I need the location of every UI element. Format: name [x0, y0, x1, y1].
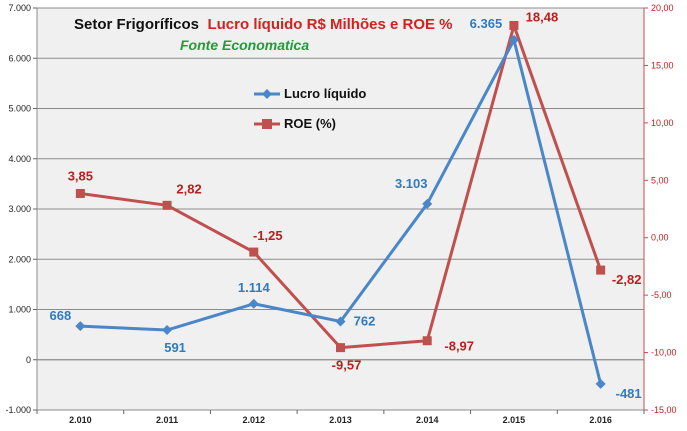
legend-label-lucro: Lucro líquido: [284, 86, 366, 101]
tick-label-left: 1.000: [8, 305, 31, 315]
tick-label-left: -1.000: [5, 405, 31, 415]
tick-label-x: 2.012: [243, 415, 266, 425]
svg-text:Setor Frigoríficos Luc: Setor Frigoríficos Lucro líquido R$ Milh…: [74, 16, 453, 33]
tick-label-x: 2.016: [589, 415, 612, 425]
data-label-lucro: 3.103: [395, 176, 428, 191]
tick-label-left: 3.000: [8, 204, 31, 214]
data-label-lucro: 591: [164, 340, 186, 355]
tick-label-right: 10,00: [651, 118, 674, 128]
point-lucro: [335, 316, 346, 327]
tick-label-right: -10,00: [651, 348, 677, 358]
legend-label-roe: ROE (%): [284, 116, 336, 131]
point-lucro: [422, 198, 433, 209]
tick-label-x: 2.015: [503, 415, 526, 425]
data-labels: 668 591 1.114 762 3.103 6.365 -481 3,85 2,82 -1,2…: [50, 9, 642, 400]
chart-title-part1: Setor Frigoríficos: [74, 16, 199, 33]
data-label-roe: 18,48: [526, 9, 559, 24]
tick-label-right: -15,00: [651, 405, 677, 415]
point-roe: [422, 336, 432, 346]
axes: -1.000 0 1.000 2.000 3.000 4.000 5.000 6.000 7.0…: [5, 3, 676, 425]
point-lucro: [162, 325, 173, 336]
point-lucro: [508, 34, 519, 45]
tick-label-x: 2.011: [156, 415, 178, 425]
point-roe: [162, 200, 172, 210]
point-lucro: [248, 298, 259, 309]
tick-label-left: 0: [26, 355, 31, 365]
data-label-roe: -1,25: [253, 228, 283, 243]
tick-label-right: 15,00: [651, 60, 674, 70]
point-roe: [75, 188, 85, 198]
data-label-lucro: 668: [50, 308, 72, 323]
tick-label-left: 7.000: [8, 3, 31, 13]
point-roe: [596, 265, 606, 275]
tick-label-right: 20,00: [651, 3, 674, 13]
data-label-roe: -2,82: [612, 272, 642, 287]
tick-label-left: 2.000: [8, 254, 31, 264]
chart-title-part2: Lucro líquido R$ Milhões e ROE %: [207, 16, 452, 33]
legend-marker-lucro: [262, 89, 272, 99]
tick-label-right: -5,00: [651, 290, 672, 300]
tick-label-left: 5.000: [8, 104, 31, 114]
point-lucro: [75, 321, 86, 332]
data-label-roe: 3,85: [68, 168, 93, 183]
tick-label-x: 2.014: [416, 415, 439, 425]
chart-subtitle: Fonte Economatica: [180, 37, 309, 53]
data-label-lucro: 6.365: [470, 16, 503, 31]
tick-label-left: 6.000: [8, 53, 31, 63]
data-label-lucro: 762: [354, 313, 376, 328]
data-label-roe: 2,82: [176, 181, 201, 196]
tick-label-left: 4.000: [8, 154, 31, 164]
point-roe: [509, 20, 519, 30]
data-label-roe: -8,97: [444, 339, 474, 354]
tick-label-right: 5,00: [651, 175, 669, 185]
series: [75, 20, 606, 389]
point-roe: [336, 343, 345, 353]
chart-title: Setor Frigoríficos Lucro líquido R$ Milh…: [74, 16, 453, 53]
point-roe: [249, 247, 259, 257]
point-lucro: [595, 378, 606, 389]
data-label-lucro: -481: [616, 386, 642, 401]
data-label-lucro: 1.114: [238, 280, 271, 295]
legend-marker-roe: [262, 119, 272, 129]
tick-label-x: 2.010: [69, 415, 92, 425]
data-label-roe: -9,57: [332, 358, 362, 373]
tick-label-x: 2.013: [329, 415, 352, 425]
tick-label-right: 0,00: [651, 233, 669, 243]
legend: Lucro líquido ROE (%): [254, 86, 366, 131]
